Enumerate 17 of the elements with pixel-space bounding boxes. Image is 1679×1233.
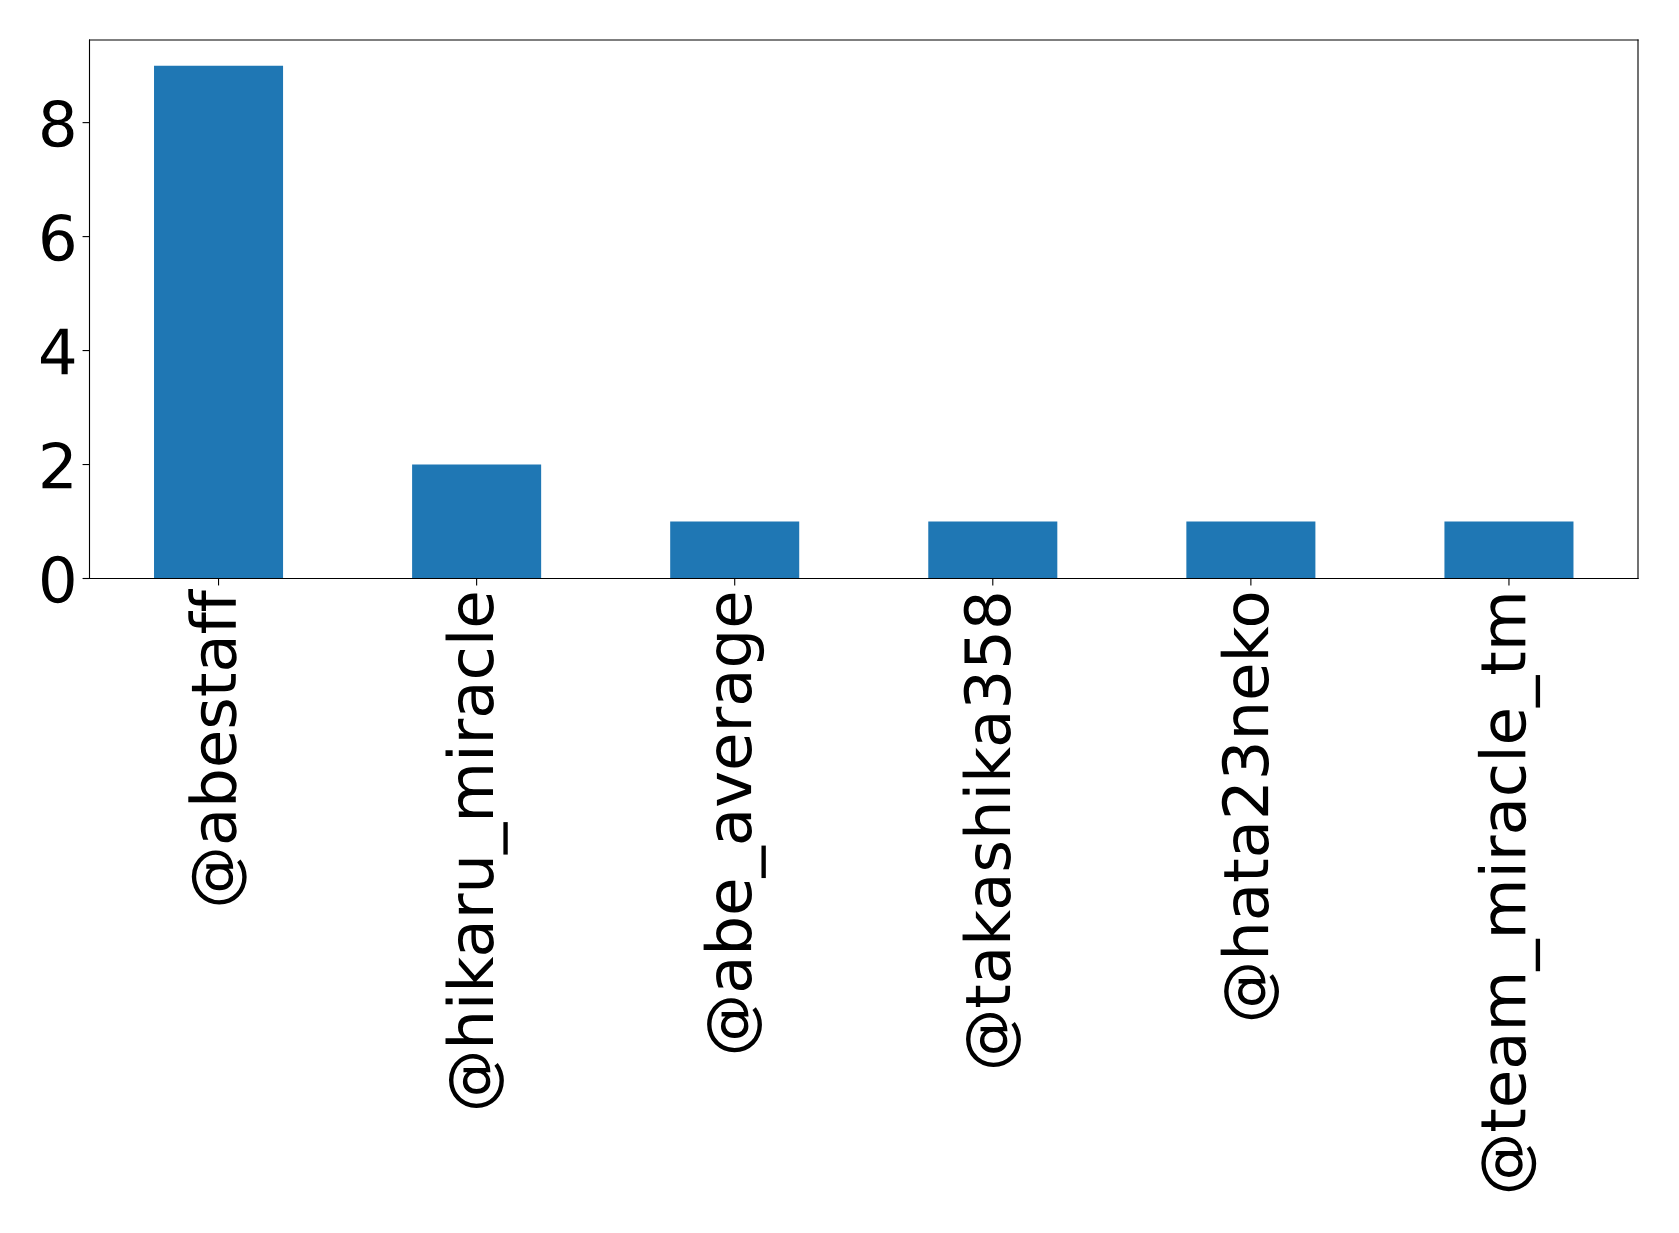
bar <box>928 521 1058 579</box>
x-tick-label: @abestaff <box>188 589 247 905</box>
x-tick-label: @hikaru_miracle <box>445 593 508 1109</box>
y-tick-label: 4 <box>40 328 75 375</box>
x-tick-label: @hata23neko <box>1220 593 1279 1020</box>
bar <box>1186 521 1316 579</box>
bar <box>154 65 284 579</box>
x-tick-label: @team_miracle_tm <box>1477 595 1541 1192</box>
x-tick-label: @takashika358 <box>962 594 1021 1068</box>
bar <box>1444 521 1574 579</box>
y-tick-label: 8 <box>42 99 74 148</box>
y-tick-label: 2 <box>42 441 72 489</box>
bar <box>412 464 542 579</box>
y-tick-label: 6 <box>42 213 74 262</box>
y-tick-label: 0 <box>42 555 74 604</box>
bar <box>670 521 800 579</box>
x-tick-label: @abe_average <box>703 593 766 1053</box>
